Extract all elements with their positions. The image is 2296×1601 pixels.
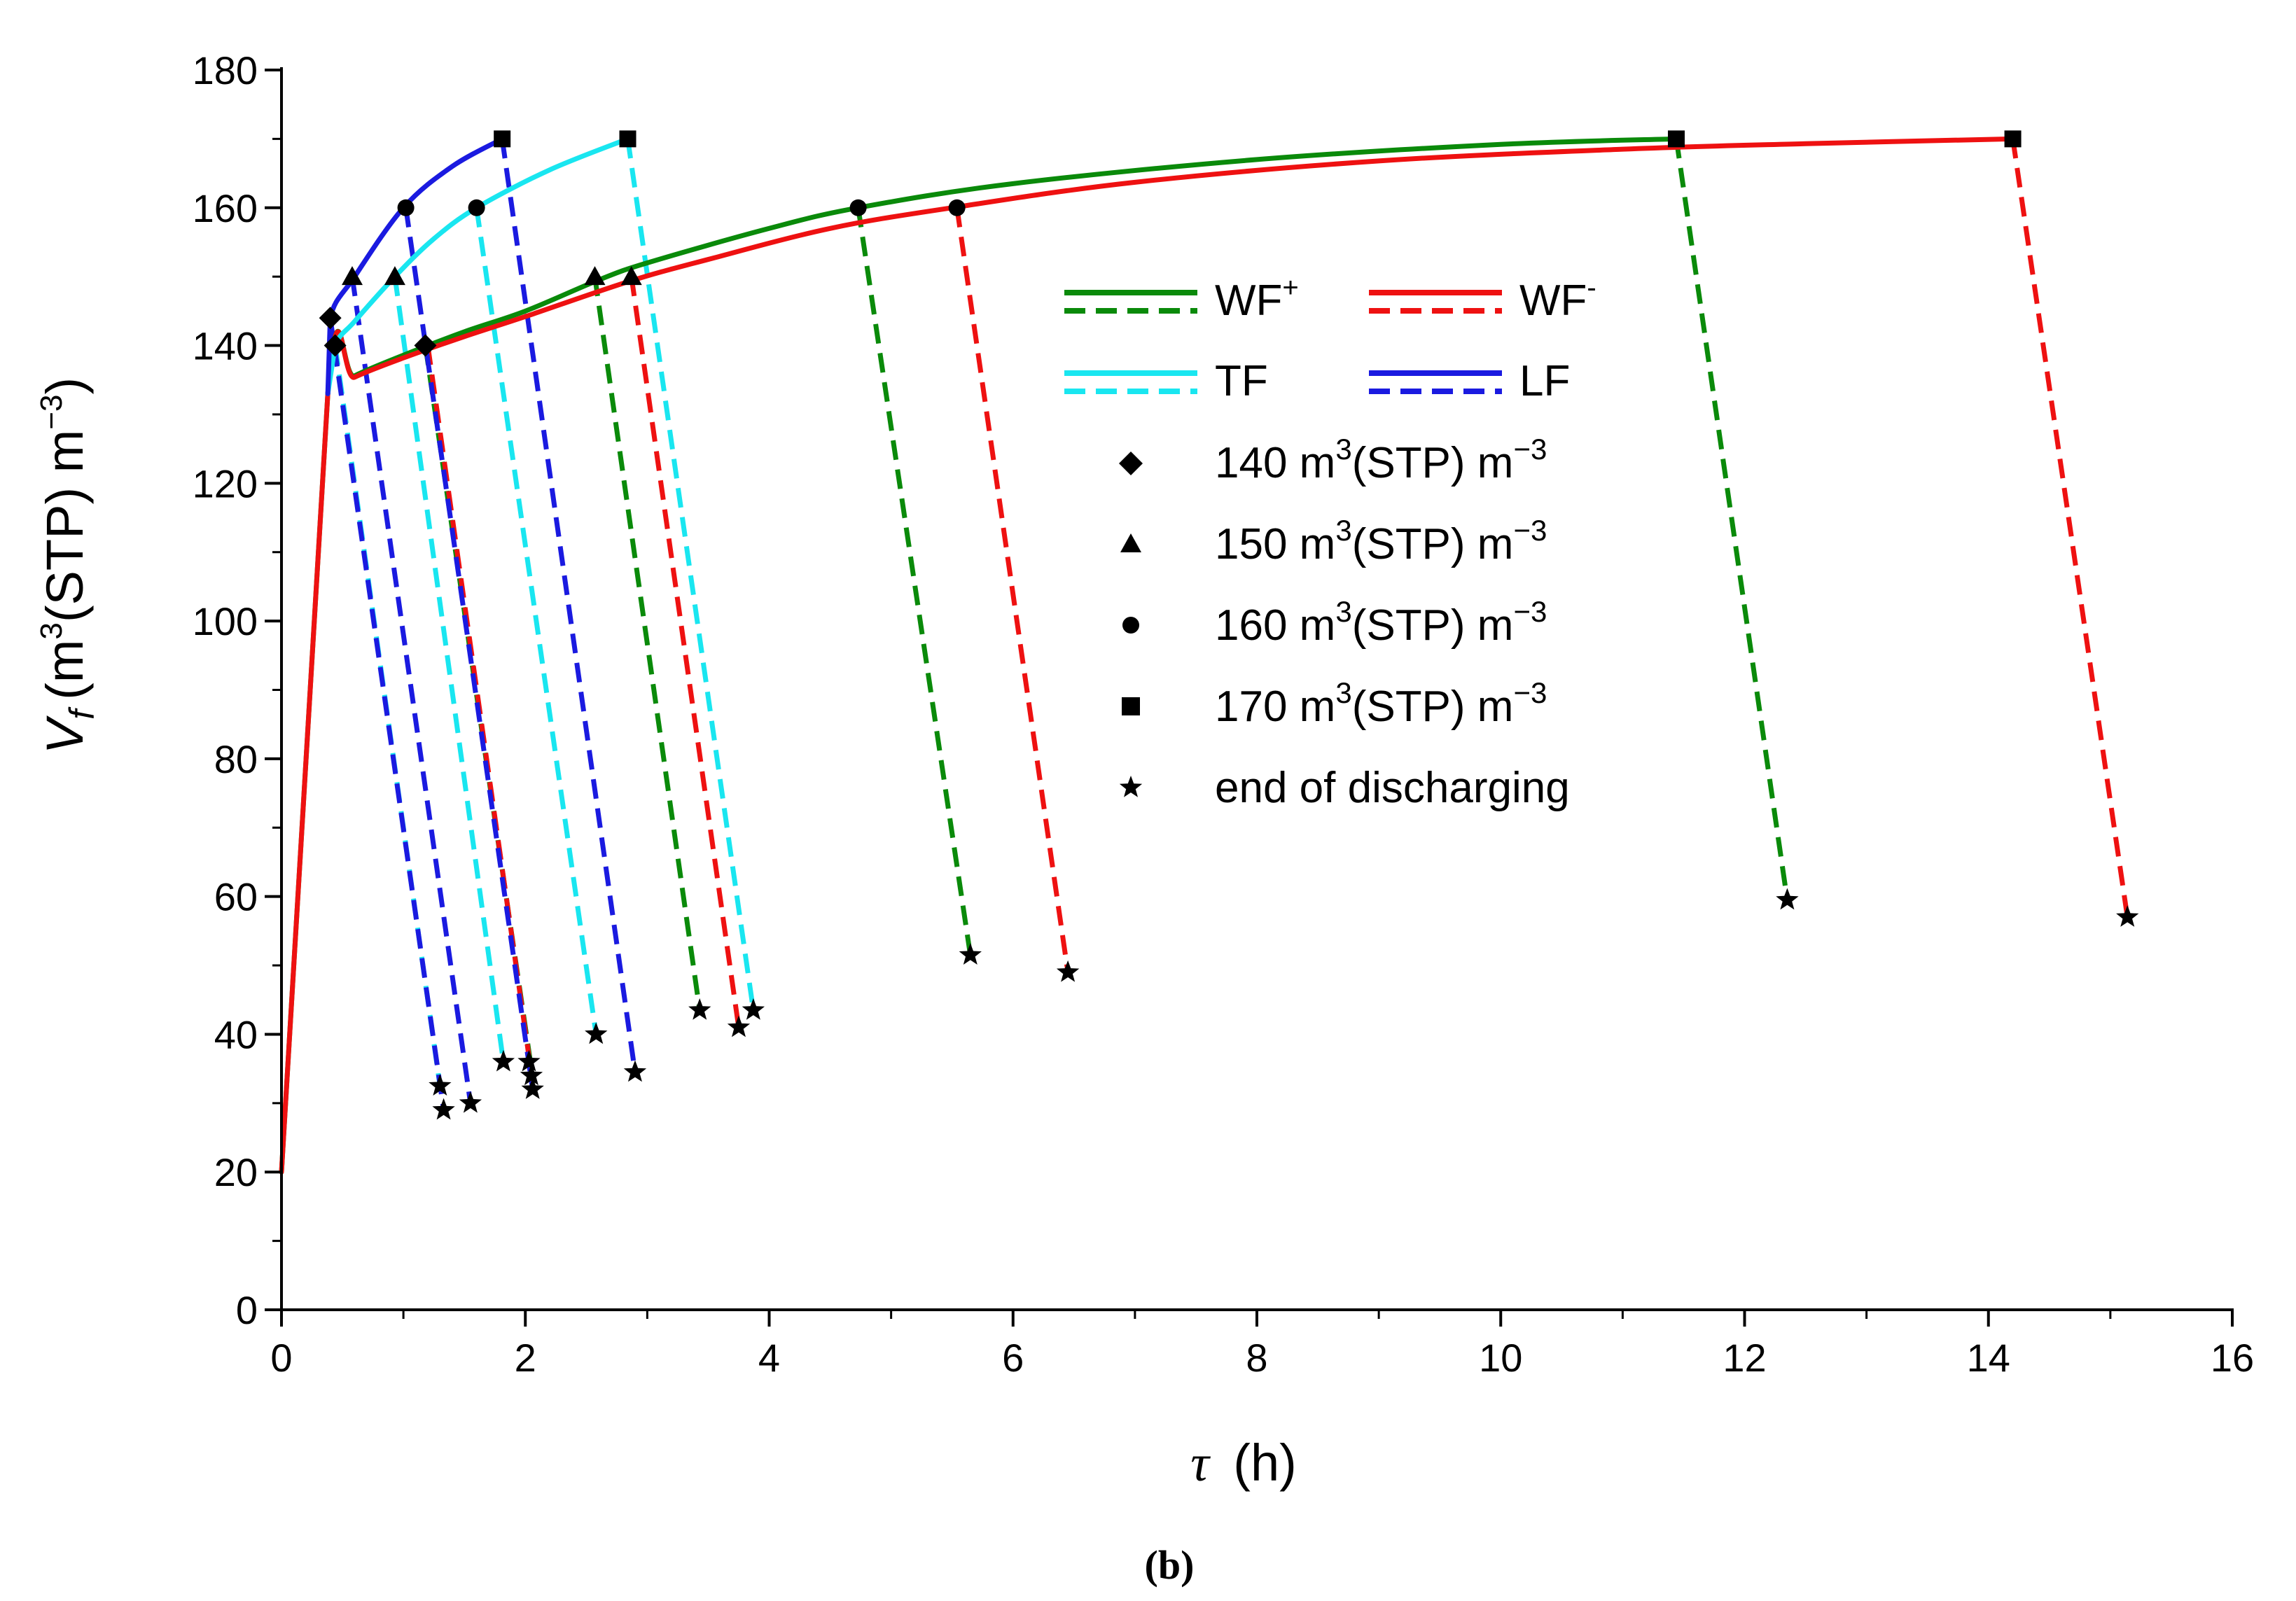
marker-150 [384, 266, 405, 286]
legend-tf-label: TF [1215, 357, 1268, 405]
marker-end-of-discharging [521, 1077, 544, 1099]
marker-140 [414, 334, 437, 357]
marker-160 [849, 199, 867, 216]
legend-150-label: 150 m3(STP) m−3 [1215, 514, 1547, 568]
marker-end-of-discharging [742, 998, 765, 1020]
legend-150-symbol [1120, 533, 1141, 552]
marker-170 [1667, 130, 1685, 148]
y-tick-label: 0 [236, 1288, 258, 1332]
marker-end-of-discharging [959, 943, 982, 965]
y-axis-unit-close: ) [36, 377, 94, 395]
marker-160 [948, 199, 966, 216]
y-tick-label: 40 [214, 1012, 258, 1056]
y-axis-unit-mid: (STP) m [36, 430, 94, 622]
marker-150 [341, 266, 363, 286]
x-tick-label: 2 [515, 1336, 536, 1380]
y-axis-unit-open: (m [36, 640, 94, 700]
x-tick-label: 10 [1479, 1336, 1522, 1380]
marker-end-of-discharging [432, 1098, 455, 1120]
legend-140-symbol [1119, 452, 1143, 475]
y-tick-label: 140 [193, 324, 258, 368]
legend-wf-minus-label: WF- [1519, 272, 1596, 325]
y-tick-label: 160 [193, 186, 258, 230]
legend-160-symbol [1122, 617, 1139, 634]
y-tick-label: 180 [193, 48, 258, 92]
marker-end-of-discharging [585, 1022, 608, 1044]
marker-end-of-discharging [688, 998, 711, 1020]
discharge-line-wf-plus-2 [856, 207, 973, 956]
x-tick-label: 12 [1723, 1336, 1766, 1380]
plot-area [279, 130, 2139, 1175]
discharge-line-tf-9 [392, 276, 506, 1063]
x-tick-label: 16 [2211, 1336, 2254, 1380]
y-tick-label: 60 [214, 875, 258, 919]
legend-labels: WF+ WF- TF LF 140 m3(STP) m−3 150 m3(STP… [1215, 272, 1596, 812]
panel-label: (b) [1145, 1542, 1195, 1588]
y-axis-symbol: V [36, 715, 94, 754]
legend-end-symbol [1119, 776, 1143, 797]
discharge-line-wf-minus-7 [2010, 138, 2130, 918]
marker-end-of-discharging [1056, 960, 1080, 982]
marker-end-of-discharging [517, 1049, 541, 1072]
y-axis-unit-sup: 3 [34, 622, 69, 639]
legend-lf-label: LF [1519, 357, 1570, 405]
marker-end-of-discharging [429, 1074, 452, 1096]
discharge-line-lf-15 [499, 138, 638, 1073]
y-tick-label: 20 [214, 1150, 258, 1194]
x-axis-symbol: τ [1190, 1435, 1211, 1492]
y-axis-subscript: f [62, 706, 102, 720]
x-axis-unit: (h) [1233, 1434, 1296, 1492]
marker-160 [397, 199, 415, 216]
discharge-line-wf-plus-1 [592, 276, 702, 1011]
y-axis-title: Vf (m3(STP) m−3) [34, 377, 102, 754]
marker-170 [2004, 130, 2022, 148]
legend-170-symbol [1122, 697, 1140, 715]
x-tick-label: 0 [270, 1336, 292, 1380]
legend-wf-plus-label: WF+ [1215, 272, 1299, 325]
legend [1064, 290, 1502, 797]
marker-end-of-discharging [459, 1091, 482, 1113]
discharge-line-tf-10 [474, 207, 599, 1035]
legend-160-label: 160 m3(STP) m−3 [1215, 595, 1547, 650]
legend-end-label: end of discharging [1215, 764, 1570, 812]
marker-140 [319, 307, 342, 330]
marker-150 [620, 266, 642, 286]
discharge-line-lf-12 [328, 317, 447, 1111]
marker-150 [584, 266, 606, 286]
marker-160 [468, 199, 485, 216]
marker-140 [323, 334, 347, 357]
y-axis-unit-sup2: −3 [34, 395, 69, 430]
discharge-line-tf-11 [625, 138, 756, 1011]
discharge-line-wf-plus-3 [1674, 138, 1790, 901]
y-tick-label: 80 [214, 737, 258, 781]
marker-end-of-discharging [2116, 905, 2139, 927]
marker-end-of-discharging [1776, 888, 1799, 910]
x-tick-label: 14 [1967, 1336, 2010, 1380]
marker-end-of-discharging [623, 1060, 647, 1082]
x-axis-title: τ (h) [1190, 1434, 1297, 1492]
discharge-line-wf-minus-5 [629, 276, 742, 1028]
x-tick-label: 8 [1246, 1336, 1267, 1380]
marker-end-of-discharging [520, 1063, 543, 1086]
discharge-line-wf-minus-6 [954, 207, 1071, 973]
charging-curve-tf [325, 136, 631, 396]
marker-end-of-discharging [727, 1015, 751, 1037]
axes: 0 20 40 60 80 100 120 140 160 180 0 2 4 6 8 10 12 14 16 [193, 48, 2255, 1380]
marker-end-of-discharging [492, 1049, 515, 1072]
x-tick-label: 4 [758, 1336, 780, 1380]
marker-170 [494, 130, 511, 148]
x-tick-label: 6 [1002, 1336, 1024, 1380]
legend-140-label: 140 m3(STP) m−3 [1215, 433, 1547, 487]
y-tick-label: 100 [193, 599, 258, 643]
discharge-line-lf-13 [349, 276, 473, 1104]
marker-170 [619, 130, 636, 148]
y-tick-label: 120 [193, 461, 258, 505]
legend-170-label: 170 m3(STP) m−3 [1215, 676, 1547, 731]
